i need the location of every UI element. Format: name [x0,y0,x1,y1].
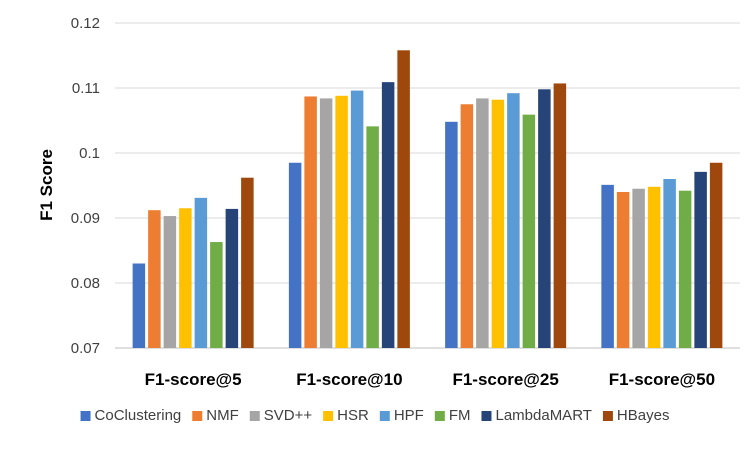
legend-label: FM [449,407,471,424]
bar-nmf-0 [148,210,161,348]
bar-hpf-0 [194,197,208,348]
bar-nmf-2 [460,104,474,348]
bar-lambdamart-1 [381,82,395,349]
category-label: F1-score@25 [452,370,558,389]
legend-swatch [481,411,492,421]
legend-label: HBayes [617,407,670,424]
legend-swatch [192,411,203,421]
bar-coclustering-0 [132,263,146,348]
bar-hpf-2 [507,93,520,348]
bar-lambdamart-2 [538,89,551,349]
bar-coclustering-3 [601,184,614,348]
legend-item: SVD++ [249,407,313,424]
bar-coclustering-1 [288,162,302,348]
bar-hsr-1 [335,95,348,348]
legend-item: LambdaMART [481,407,592,424]
legend-swatch [434,411,445,421]
bar-fm-2 [522,114,536,349]
bar-svd--1 [319,98,333,349]
legend-swatch [249,411,260,421]
bar-hbayes-3 [709,162,723,348]
gridlines [115,22,740,349]
category-label: F1-score@10 [296,370,402,389]
category-label: F1-score@5 [145,370,242,389]
bar-hbayes-2 [553,83,567,348]
y-axis-title: F1 Score [37,149,56,221]
bar-hsr-0 [179,208,192,348]
bar-hpf-1 [350,90,364,348]
bars [132,50,723,349]
legend-label: HPF [394,407,424,424]
legend: CoClustering NMF SVD++ HSR HPF FM LambdaMART HB… [80,407,670,424]
legend-swatch [602,411,613,421]
legend-item: FM [434,407,471,424]
category-label: F1-score@50 [609,370,715,389]
bar-hsr-3 [647,186,661,348]
legend-item: CoClustering [80,407,182,424]
y-tick-label: 0.1 [79,145,100,162]
bar-nmf-1 [304,96,317,348]
bar-hsr-2 [491,99,505,348]
legend-item: HBayes [602,407,670,424]
bar-fm-1 [366,126,379,348]
legend-item: HSR [323,407,369,424]
legend-label: CoClustering [95,407,182,424]
y-tick-label: 0.07 [71,340,100,357]
category-labels: F1-score@5 F1-score@10 F1-score@25 F1-score… [145,370,715,389]
legend-swatch [80,411,91,421]
y-tick-label: 0.09 [71,210,100,227]
legend-swatch [379,411,390,421]
bar-hpf-3 [663,179,676,348]
legend-label: NMF [206,407,239,424]
bar-svd--0 [163,216,177,348]
y-tick-label: 0.11 [72,80,100,97]
legend-label: HSR [337,407,369,424]
bar-hbayes-0 [241,177,254,348]
bar-lambdamart-0 [225,208,239,348]
bar-fm-3 [678,190,692,348]
legend-label: SVD++ [264,407,313,424]
bar-hbayes-1 [397,50,410,349]
legend-item: HPF [379,407,424,424]
legend-label: LambdaMART [495,407,591,424]
bar-nmf-3 [616,192,630,348]
y-tick-label: 0.12 [71,15,100,32]
legend-item: NMF [192,407,239,424]
bar-coclustering-2 [445,121,458,348]
legend-swatch [323,411,334,421]
bar-lambdamart-3 [694,171,707,348]
bar-svd--2 [476,98,489,349]
bar-svd--3 [632,188,645,348]
bar-fm-0 [210,242,223,348]
y-tick-label: 0.08 [71,275,100,292]
y-tick-labels: 0.07 0.08 0.09 0.1 0.11 0.12 [71,15,100,357]
